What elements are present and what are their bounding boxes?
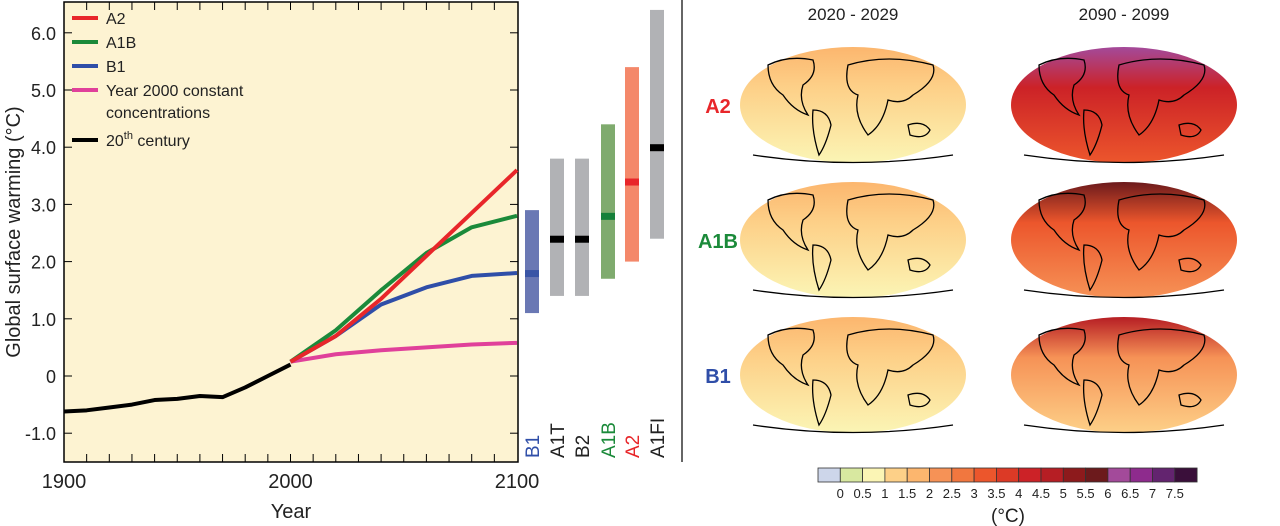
bar-label: A2 [623, 435, 644, 458]
continent-outline [752, 327, 954, 434]
colorbar-swatch [817, 467, 841, 483]
continent-outline [1023, 192, 1225, 299]
colorbar-tick-label: 4.5 [1032, 486, 1050, 501]
series-line-year-2000-constant-concentrations [290, 340, 518, 364]
colorbar-swatch [951, 467, 975, 483]
best-estimate-A1FI [650, 144, 664, 152]
continent-outline [752, 57, 954, 164]
colorbar-swatch [1174, 467, 1198, 483]
legend-label: Year 2000 constant concentrations [106, 83, 244, 122]
colorbar-tick-label: 0 [837, 486, 844, 501]
column-header: 2090 - 2099 [1079, 5, 1170, 24]
colorbar-tick-label: 5.5 [1077, 486, 1095, 501]
y-tick-label: 4.0 [31, 138, 56, 158]
colorbar-tick-label: 7.5 [1166, 486, 1184, 501]
row-label: A2 [705, 96, 731, 118]
row-label: B1 [705, 366, 731, 388]
colorbar-swatch [1085, 467, 1109, 483]
bar-label: A1B [599, 422, 620, 458]
best-estimate-A1T [550, 235, 564, 243]
colorbar-tick-label: 2 [926, 486, 933, 501]
column-header: 2020 - 2029 [808, 5, 899, 24]
colorbar-swatch [929, 467, 953, 483]
legend-superscript: th [124, 130, 133, 142]
legend-label: B1 [106, 59, 126, 76]
colorbar-tick-label: 3.5 [987, 486, 1005, 501]
legend-label: 20th century [106, 130, 190, 150]
colorbar-tick-label: 4 [1015, 486, 1022, 501]
colorbar-swatch [906, 467, 930, 483]
legend-label-line: concentrations [106, 105, 210, 122]
range-bar-B1 [525, 210, 539, 314]
colorbar-swatch [1062, 467, 1087, 483]
colorbar-unit: (°C) [991, 506, 1025, 526]
bar-label: B1 [523, 435, 544, 458]
legend-label-rest: century [133, 133, 190, 150]
best-estimate-A2 [625, 178, 639, 186]
x-tick-label: 2000 [268, 471, 313, 493]
colorbar-tick-label: 1 [881, 486, 888, 501]
colorbar-swatch [973, 467, 997, 483]
colorbar-tick-label: 3 [970, 486, 977, 501]
y-tick-label: 0 [46, 367, 56, 387]
colorbar-tick-label: 6 [1104, 486, 1111, 501]
x-tick-label: 1900 [42, 471, 87, 493]
bar-label: A1FI [648, 418, 669, 458]
colorbar-swatch [1152, 467, 1176, 483]
colorbar-tick-label: 6.5 [1121, 486, 1139, 501]
colorbar-swatch [1040, 467, 1064, 483]
plot-background [63, 1, 519, 463]
best-estimate-B1 [525, 270, 539, 278]
y-axis-label: Global surface warming (°C) [3, 106, 25, 357]
x-tick-label: 2100 [495, 471, 540, 493]
colorbar-tick-label: 2.5 [943, 486, 961, 501]
colorbar-swatch [1107, 467, 1131, 483]
colorbar-tick-label: 1.5 [898, 486, 916, 501]
y-tick-label: 5.0 [31, 81, 56, 101]
continent-outline [1023, 57, 1225, 164]
series-line-a2 [289, 168, 519, 364]
continent-outline [1023, 327, 1225, 434]
range-bar-A1B [601, 124, 615, 279]
legend-label-line: Year 2000 constant [106, 83, 244, 100]
range-bar-A1FI [650, 9, 664, 239]
colorbar-tick-label: 7 [1149, 486, 1156, 501]
best-estimate-A1B [601, 212, 615, 220]
colorbar-swatch [862, 467, 886, 483]
range-bar-A2 [625, 67, 639, 262]
colorbar-swatch [996, 467, 1020, 483]
colorbar-tick-label: 5 [1060, 486, 1067, 501]
y-tick-label: 1.0 [31, 310, 56, 330]
colorbar-swatch [839, 467, 863, 483]
legend-label: A2 [106, 11, 126, 28]
colorbar-swatch [1018, 467, 1042, 483]
bar-label: B2 [573, 435, 594, 458]
colorbar-tick-label: 0.5 [854, 486, 872, 501]
series-line-a1b [289, 213, 518, 364]
continent-outline [752, 192, 954, 299]
y-tick-label: 2.0 [31, 253, 56, 273]
y-tick-label: -1.0 [25, 424, 56, 444]
y-tick-label: 6.0 [31, 24, 56, 44]
range-bar-B2 [575, 158, 589, 296]
range-bar-A1T [550, 158, 564, 296]
colorbar-swatch [1129, 467, 1153, 483]
y-tick-label: 3.0 [31, 195, 56, 215]
row-label: A1B [698, 231, 738, 253]
legend-label: A1B [106, 35, 136, 52]
colorbar-swatch [884, 467, 908, 483]
bar-label: A1T [548, 423, 569, 458]
series-line-20th-century [63, 362, 292, 414]
best-estimate-B2 [575, 235, 589, 243]
x-axis-label: Year [271, 501, 312, 523]
